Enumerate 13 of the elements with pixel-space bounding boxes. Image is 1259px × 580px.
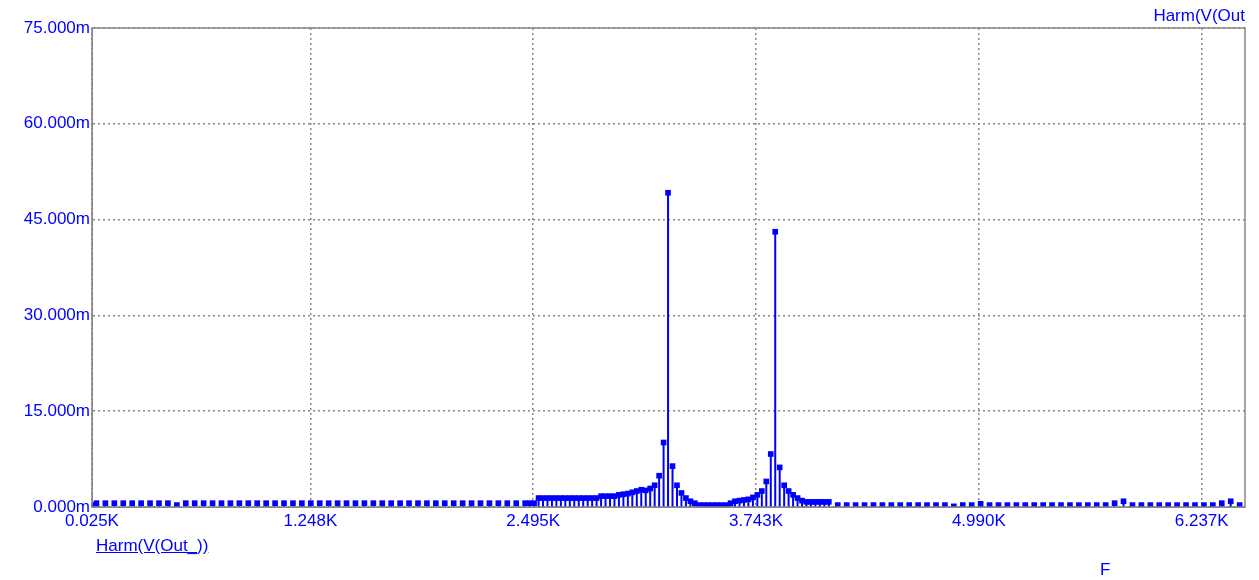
x-tick-label: 3.743K	[729, 510, 784, 530]
series-label: Harm(V(Out_))	[96, 536, 209, 556]
x-tick-label: 2.495K	[506, 510, 561, 530]
x-tick-label: 1.248K	[283, 510, 338, 530]
x-tick-label: 4.990K	[951, 510, 1007, 530]
y-tick-label: 30.000m	[23, 305, 90, 325]
y-tick-label: 75.000m	[23, 17, 90, 37]
y-tick-label: 45.000m	[23, 209, 90, 229]
y-tick-label: 60.000m	[23, 113, 90, 133]
y-tick-label: 15.000m	[23, 400, 90, 420]
x-axis-title: F	[1100, 560, 1111, 580]
x-tick-label: 6.237K	[1174, 510, 1230, 530]
y-axis-title: Harm(V(Out	[1153, 6, 1245, 26]
